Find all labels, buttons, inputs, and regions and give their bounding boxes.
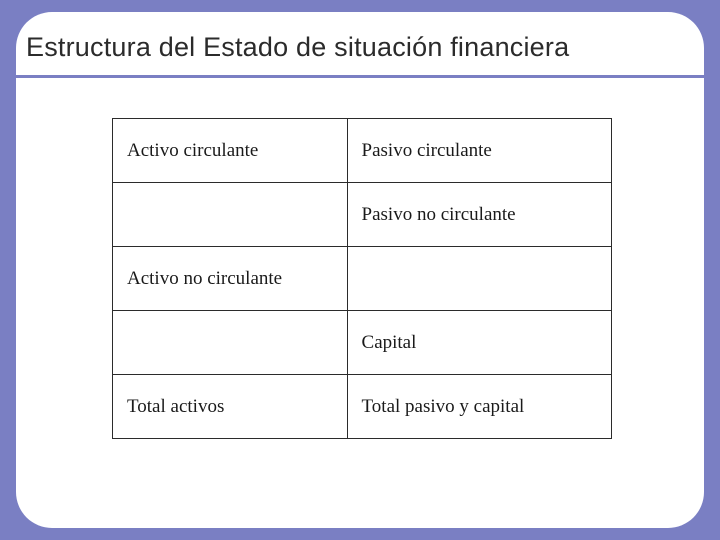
cell-capital: Capital [347, 311, 611, 375]
cell-total-activos: Total activos [113, 375, 348, 439]
cell-empty [113, 311, 348, 375]
table-row: Pasivo no circulante [113, 183, 612, 247]
table-row: Activo circulante Pasivo circulante [113, 119, 612, 183]
structure-table-wrap: Activo circulante Pasivo circulante Pasi… [16, 78, 704, 439]
cell-pasivo-no-circulante: Pasivo no circulante [347, 183, 611, 247]
table-row: Activo no circulante [113, 247, 612, 311]
table-row: Total activos Total pasivo y capital [113, 375, 612, 439]
cell-activo-circulante: Activo circulante [113, 119, 348, 183]
table-row: Capital [113, 311, 612, 375]
slide-card: Estructura del Estado de situación finan… [16, 12, 704, 528]
cell-empty [347, 247, 611, 311]
cell-total-pasivo-capital: Total pasivo y capital [347, 375, 611, 439]
slide-title: Estructura del Estado de situación finan… [26, 32, 694, 63]
cell-empty [113, 183, 348, 247]
cell-pasivo-circulante: Pasivo circulante [347, 119, 611, 183]
structure-table: Activo circulante Pasivo circulante Pasi… [112, 118, 612, 439]
title-wrap: Estructura del Estado de situación finan… [16, 12, 704, 75]
cell-activo-no-circulante: Activo no circulante [113, 247, 348, 311]
